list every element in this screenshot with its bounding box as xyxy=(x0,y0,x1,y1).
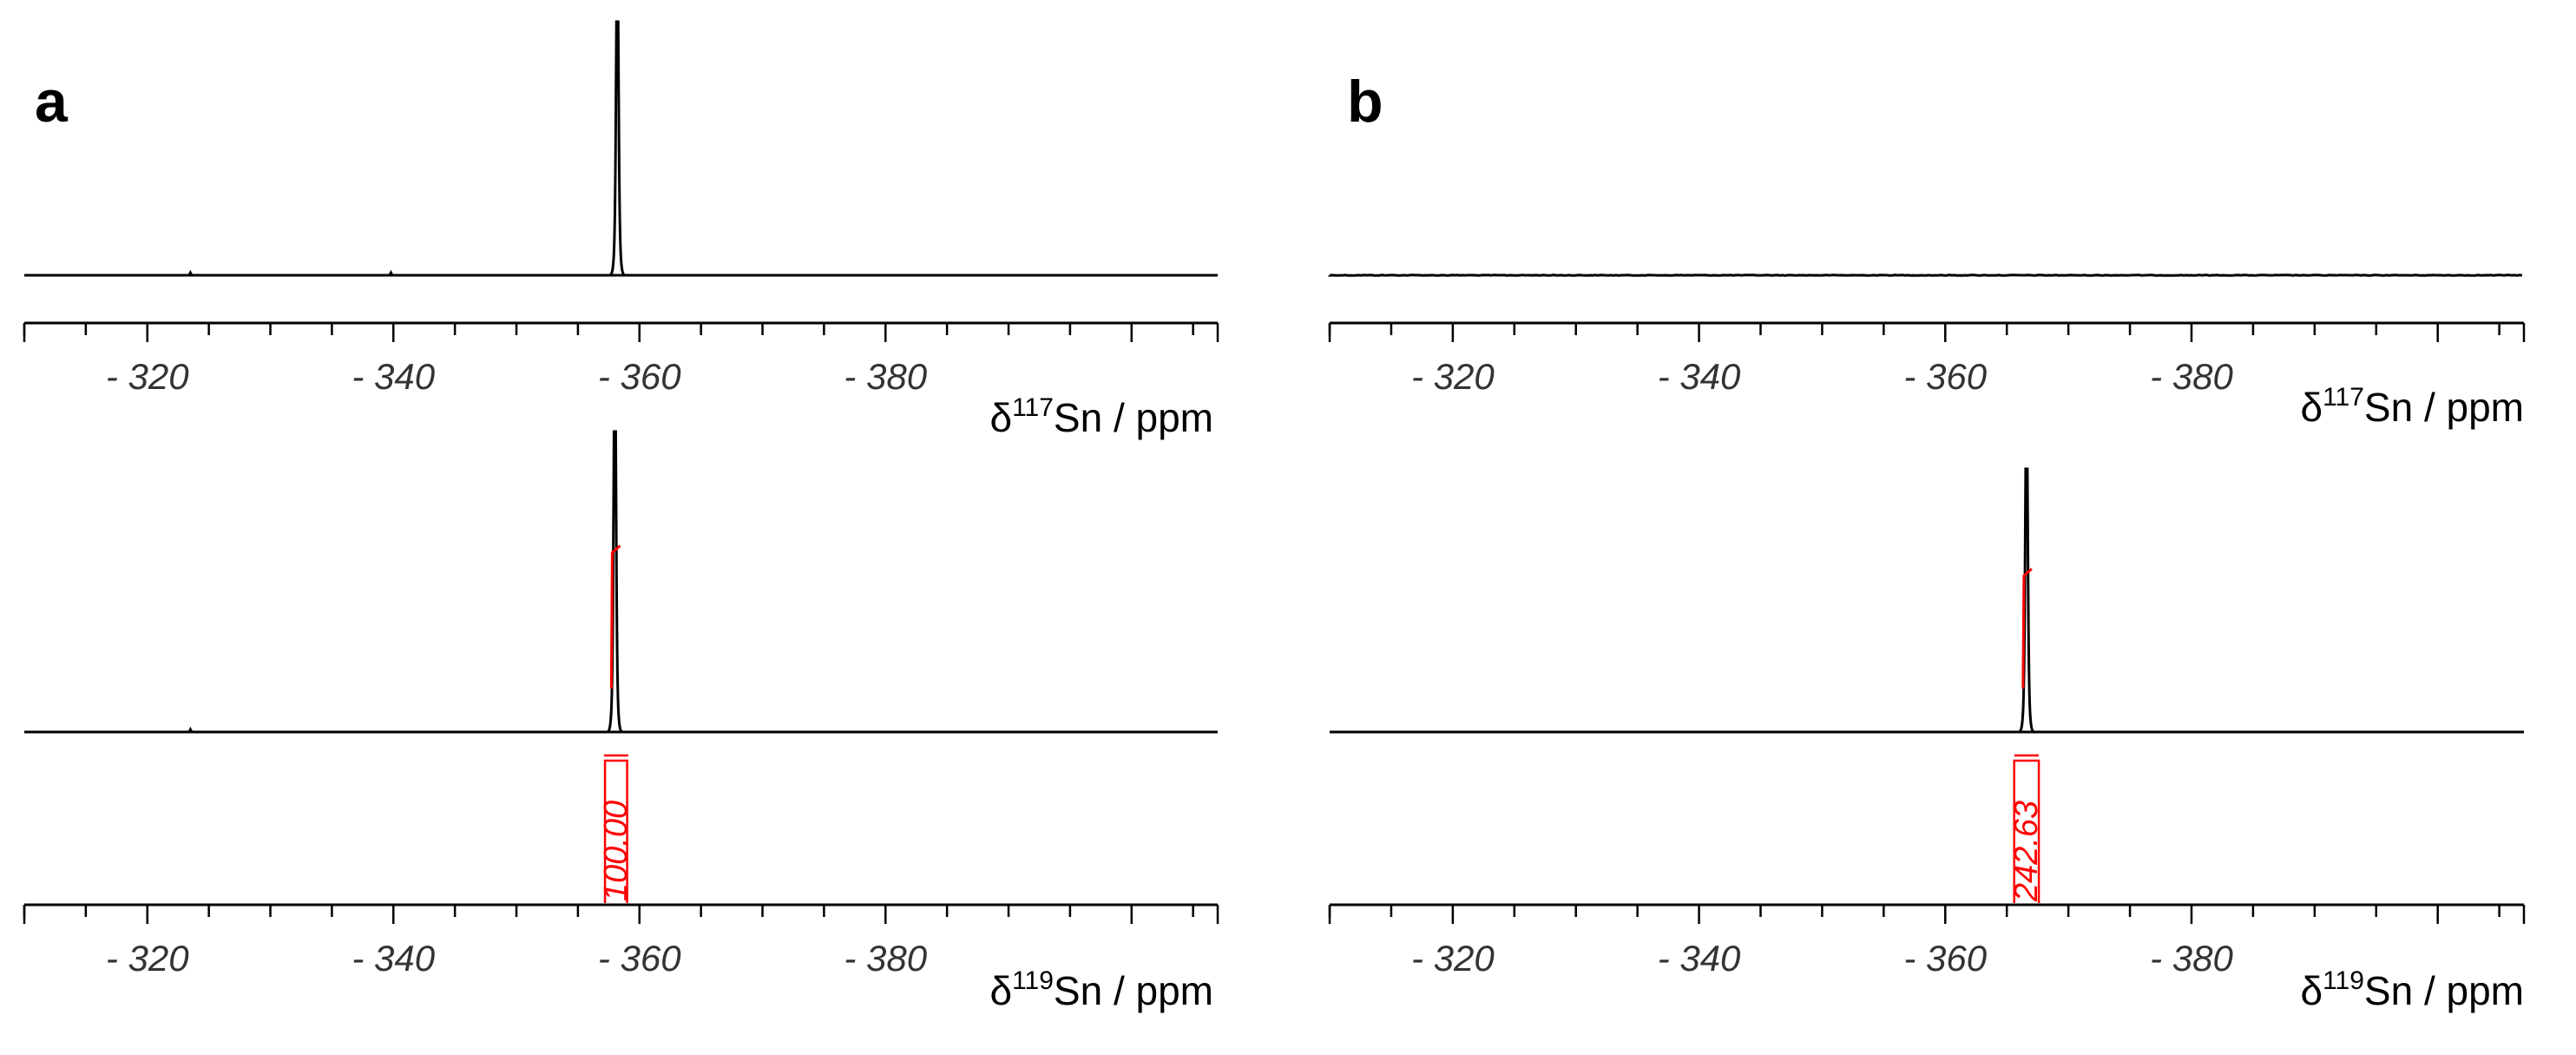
spectrum-peak xyxy=(607,430,623,734)
x-axis-label-isotope: 117 xyxy=(2323,383,2364,412)
tick-label: - 320 xyxy=(106,356,189,397)
minor-peak xyxy=(187,269,194,276)
integral-bracket xyxy=(603,754,628,903)
integral-value: 242.63 xyxy=(2008,801,2045,902)
tick-label: - 340 xyxy=(1658,356,1741,397)
spectrum-a-119: 100.00 - 320 - 340 - 360 - 380 δ119Sn / ppm xyxy=(23,430,1219,1013)
x-axis-label: δ119Sn / ppm xyxy=(2300,966,2524,1013)
x-axis-label: δ117Sn / ppm xyxy=(989,393,1213,440)
tick-label: - 360 xyxy=(598,938,681,979)
tick-label: - 360 xyxy=(598,356,681,397)
tick-label: - 320 xyxy=(106,938,189,979)
spectrum-baseline xyxy=(1328,274,2523,277)
panel-label-a: a xyxy=(35,69,69,135)
tick-label: - 340 xyxy=(352,356,435,397)
x-axis-label-symbol: δ xyxy=(989,968,1012,1013)
spectrum-b-119: 242.63 - 320 - 340 - 360 - 380 δ119Sn / ppm xyxy=(1328,467,2526,1013)
x-axis-label: δ119Sn / ppm xyxy=(989,966,1213,1013)
x-axis-label-unit: Sn / ppm xyxy=(2364,385,2524,430)
tick-label: - 340 xyxy=(352,938,435,979)
integral-bracket xyxy=(2013,754,2040,903)
x-axis-label-unit: Sn / ppm xyxy=(2364,968,2524,1013)
integral-curve xyxy=(609,544,621,689)
x-axis-label-symbol: δ xyxy=(2300,968,2323,1013)
minor-peak xyxy=(187,726,194,733)
spectrum-b-117: - 320 - 340 - 360 - 380 δ117Sn / ppm xyxy=(1328,274,2526,430)
tick-label: - 380 xyxy=(2150,938,2233,979)
tick-label: - 360 xyxy=(1903,938,1987,979)
tick-label: - 340 xyxy=(1658,938,1741,979)
x-axis-label-isotope: 117 xyxy=(1012,393,1054,422)
panel-label-b: b xyxy=(1347,69,1383,135)
spectrum-peak xyxy=(2018,467,2035,734)
minor-peak xyxy=(388,269,394,276)
tick-label: - 360 xyxy=(1903,356,1987,397)
tick-label: - 380 xyxy=(2150,356,2233,397)
x-axis-label-unit: Sn / ppm xyxy=(1054,395,1213,440)
tick-label: - 380 xyxy=(844,938,927,979)
tick-label: - 320 xyxy=(1411,356,1495,397)
x-axis-label-symbol: δ xyxy=(2300,385,2323,430)
tick-label: - 320 xyxy=(1411,938,1495,979)
x-axis-label-symbol: δ xyxy=(989,395,1012,440)
x-axis-label: δ117Sn / ppm xyxy=(2300,383,2524,430)
x-axis-label-unit: Sn / ppm xyxy=(1054,968,1213,1013)
integral-value: 100.00 xyxy=(598,801,634,901)
spectrum-peak xyxy=(608,20,626,277)
x-axis-label-isotope: 119 xyxy=(1012,966,1054,995)
x-axis-label-isotope: 119 xyxy=(2323,966,2364,995)
integral-curve xyxy=(2021,568,2033,689)
spectrum-a-117: - 320 - 340 - 360 - 380 δ117Sn / ppm xyxy=(23,20,1219,440)
tick-label: - 380 xyxy=(844,356,927,397)
